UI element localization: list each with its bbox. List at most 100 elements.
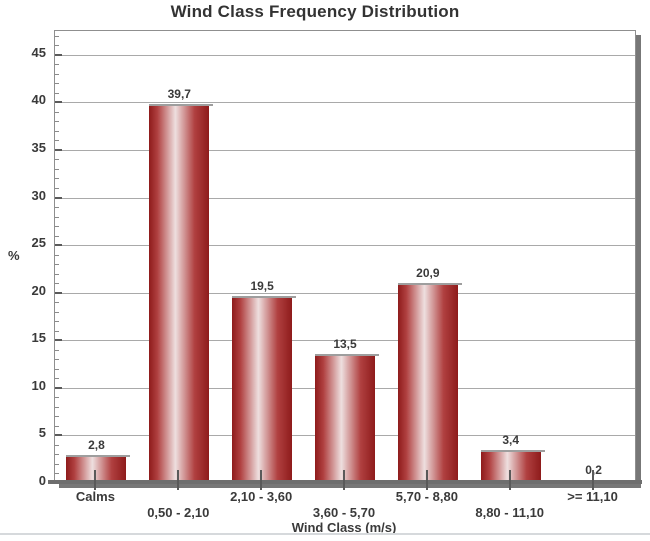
bar	[66, 456, 127, 483]
y-major-tick	[55, 434, 62, 437]
bar-value-label: 19,5	[250, 279, 274, 294]
y-gridline	[55, 197, 635, 199]
y-tick-label: 15	[31, 330, 46, 346]
y-tick-label: 5	[38, 425, 46, 441]
bar-value-label: 20,9	[416, 266, 440, 281]
y-minor-tick	[55, 473, 59, 475]
bar-top-cap	[315, 353, 379, 356]
x-category-label: 2,10 - 3,60	[230, 489, 293, 504]
x-axis-line	[48, 480, 642, 484]
y-major-tick	[55, 53, 62, 56]
y-gridline	[55, 54, 635, 56]
y-tick-label: 30	[31, 187, 46, 203]
y-minor-tick	[55, 416, 59, 418]
y-minor-tick	[55, 444, 59, 446]
y-minor-tick	[55, 235, 59, 237]
y-tick-label: 0	[38, 473, 46, 488]
y-minor-tick	[55, 168, 59, 170]
bar-value-label: 39,7	[167, 87, 191, 102]
y-minor-tick	[55, 121, 59, 123]
y-major-tick	[55, 386, 62, 389]
y-minor-tick	[55, 406, 59, 408]
y-gridline	[55, 245, 635, 247]
bar	[480, 450, 541, 483]
y-minor-tick	[55, 463, 59, 465]
bar-top-cap	[480, 449, 545, 452]
bar	[397, 284, 458, 483]
y-minor-tick	[55, 73, 59, 75]
x-axis-tick	[94, 470, 97, 490]
bar-top-cap	[397, 283, 462, 286]
y-minor-tick	[55, 216, 59, 218]
y-minor-tick	[55, 140, 59, 142]
x-axis-tick	[591, 470, 594, 490]
y-major-tick	[55, 339, 62, 342]
y-minor-tick	[55, 188, 59, 189]
y-minor-tick	[55, 111, 59, 113]
bottom-divider	[0, 533, 650, 535]
bar-value-label: 2,8	[88, 438, 105, 453]
y-minor-tick	[55, 264, 59, 266]
x-axis-tick	[260, 470, 263, 490]
y-minor-tick	[55, 311, 59, 313]
y-minor-tick	[55, 226, 59, 228]
bar-value-label: 13,5	[333, 336, 357, 351]
y-tick-label: 40	[31, 92, 46, 108]
y-minor-tick	[55, 130, 59, 132]
x-axis-title: Wind Class (m/s)	[291, 520, 397, 535]
y-minor-tick	[55, 273, 59, 275]
y-minor-tick	[55, 454, 59, 456]
bar-value-label: 3,4	[502, 432, 520, 447]
x-category-label: 8,80 - 11,10	[475, 505, 545, 520]
y-tick-label: 20	[31, 282, 46, 298]
chart-title: Wind Class Frequency Distribution	[170, 2, 460, 21]
y-minor-tick	[55, 45, 59, 47]
bar-top-cap	[232, 296, 297, 299]
y-minor-tick	[55, 178, 59, 180]
y-major-tick	[55, 196, 62, 199]
y-minor-tick	[55, 159, 59, 161]
y-minor-tick	[55, 283, 59, 285]
bar	[232, 297, 293, 483]
x-axis-tick	[177, 470, 180, 490]
bar	[315, 354, 375, 483]
y-axis-label: %	[8, 248, 20, 263]
y-tick-label: 35	[31, 139, 46, 155]
x-category-label: >= 11,10	[567, 489, 618, 504]
y-minor-tick	[55, 397, 59, 399]
y-minor-tick	[55, 254, 59, 256]
y-tick-label: 10	[31, 377, 46, 393]
y-minor-tick	[55, 378, 59, 380]
x-category-label: 0,50 - 2,10	[147, 505, 210, 520]
y-gridline	[55, 292, 635, 294]
y-minor-tick	[55, 64, 59, 66]
y-minor-tick	[55, 330, 59, 332]
y-tick-label: 45	[31, 44, 46, 60]
y-gridline	[55, 102, 635, 104]
y-minor-tick	[55, 321, 59, 323]
y-minor-tick	[55, 368, 59, 370]
y-minor-tick	[55, 35, 59, 37]
y-minor-tick	[55, 425, 59, 427]
y-minor-tick	[55, 359, 59, 361]
bar-value-label: 0,2	[585, 463, 602, 478]
y-gridline	[55, 149, 635, 151]
x-category-label: 5,70 - 8,80	[395, 489, 458, 504]
x-axis-tick	[425, 470, 428, 490]
x-category-label: Calms	[75, 489, 115, 504]
y-major-tick	[55, 244, 62, 247]
y-minor-tick	[55, 207, 59, 209]
y-major-tick	[55, 101, 62, 104]
y-minor-tick	[55, 349, 59, 351]
x-axis-tick	[343, 470, 345, 490]
y-major-tick	[55, 291, 62, 294]
y-major-tick	[55, 148, 62, 151]
x-category-label: 3,60 - 5,70	[312, 505, 376, 520]
y-minor-tick	[55, 83, 59, 85]
bar-top-cap	[149, 104, 214, 107]
x-axis-tick	[508, 470, 511, 490]
bar-top-cap	[66, 455, 131, 458]
bar	[149, 105, 210, 483]
y-tick-label: 25	[31, 235, 46, 251]
